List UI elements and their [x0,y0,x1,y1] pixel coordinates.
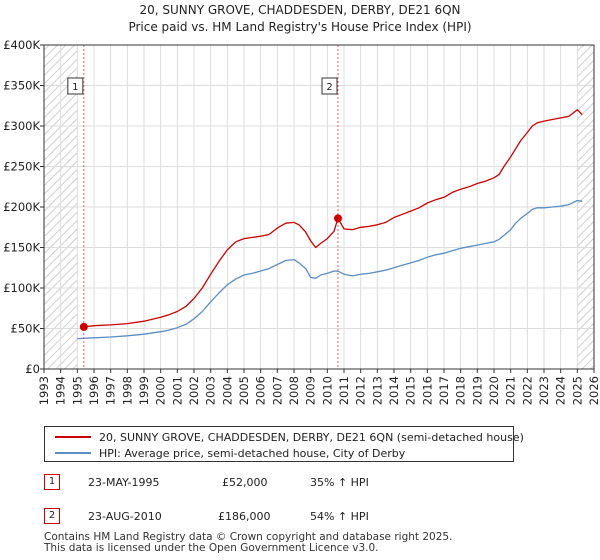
x-tick-label: 2012 [354,376,368,405]
x-tick-label: 2006 [254,376,268,405]
sale-label-box [321,77,338,95]
x-tick-label: 2003 [204,376,218,405]
x-tick-label: 2004 [220,376,234,405]
y-tick-label: £150K [3,241,40,255]
legend-swatch-property [55,436,91,438]
y-tick-label: £400K [3,38,40,52]
transaction-hpi-change: 35% ↑ HPI [310,476,369,489]
footer-line-1: Contains HM Land Registry data © Crown c… [44,531,453,543]
x-tick-label: 1994 [54,376,68,405]
x-tick-label: 2016 [420,376,434,405]
footer: Contains HM Land Registry data © Crown c… [44,532,452,554]
x-tick-label: 2023 [537,376,551,405]
x-tick-label: 2026 [587,376,600,405]
x-tick-label: 2024 [554,376,568,405]
transaction-date: 23-MAY-1995 [88,476,160,489]
x-tick-label: 1996 [87,376,101,405]
transaction-price: £186,000 [218,510,271,523]
sale-point [334,214,342,223]
x-tick-label: 1993 [37,376,51,405]
x-tick-label: 2005 [237,376,251,405]
x-tick-label: 2000 [154,376,168,405]
series [77,109,583,340]
footer-line-2: This data is licensed under the Open Gov… [44,542,379,554]
sale-label: 1 [72,82,78,93]
y-tick-label: £50K [11,322,41,336]
x-tick-label: 2017 [437,376,451,405]
x-tick-label: 1999 [137,376,151,405]
legend-label-property: 20, SUNNY GROVE, CHADDESDEN, DERBY, DE21… [99,430,524,444]
x-tick-label: 2014 [387,376,401,405]
x-tick-label: 2021 [504,376,518,405]
hpi-line [77,199,583,340]
sale-point [79,322,88,331]
x-tick-label: 1997 [104,376,118,405]
legend-item-property: 20, SUNNY GROVE, CHADDESDEN, DERBY, DE21… [55,429,524,445]
y-tick-label: £250K [3,160,40,174]
x-tick-label: 2018 [454,376,468,405]
x-tick-label: 2009 [304,376,318,405]
x-tick-label: 2015 [404,376,418,405]
chart: 20, SUNNY GROVE, CHADDESDEN, DERBY, DE21… [3,3,600,405]
legend-swatch-hpi [55,452,91,454]
transaction-badge: 1 [44,474,60,490]
x-tick-label: 2011 [337,376,351,405]
x-tick-label: 2001 [170,376,184,405]
y-axis: £0 £50K £100K £150K £200K £250K £300K £350K £400… [3,38,44,376]
transaction-date: 23-AUG-2010 [88,510,162,523]
x-tick-label: 2013 [370,376,384,405]
x-tick-label: 2008 [287,376,301,405]
x-tick-label: 2002 [187,376,201,405]
grid [43,44,595,370]
legend: 20, SUNNY GROVE, CHADDESDEN, DERBY, DE21… [44,426,524,462]
transaction-badge: 2 [44,508,60,524]
property-price-line [83,109,583,328]
y-tick-label: £100K [3,281,40,295]
table-row: 1 23-MAY-1995 £52,000 35% ↑ HPI [44,474,514,494]
chart-title: 20, SUNNY GROVE, CHADDESDEN, DERBY, DE21… [139,3,460,17]
sale-label-box [67,77,84,95]
sale-label: 2 [326,82,332,93]
y-tick-label: £200K [3,200,40,214]
plot-border [43,44,595,370]
legend-item-hpi: HPI: Average price, semi-detached house,… [55,445,405,461]
transaction-price: £52,000 [222,476,268,489]
legend-label-hpi: HPI: Average price, semi-detached house,… [99,446,406,460]
x-tick-label: 2010 [320,376,334,405]
x-tick-label: 2007 [270,376,284,405]
y-tick-label: £300K [3,119,40,133]
x-tick-label: 1998 [120,376,134,405]
chart-subtitle: Price paid vs. HM Land Registry's House … [128,20,471,34]
y-tick-label: £350K [3,79,40,93]
table-row: 2 23-AUG-2010 £186,000 54% ↑ HPI [44,508,514,528]
transaction-hpi-change: 54% ↑ HPI [310,510,369,523]
y-tick-label: £0 [25,362,40,376]
x-axis: 1993 1994 1995 1996 1997 1998 1999 2000 2001 2002… [37,369,600,405]
x-tick-label: 1995 [70,376,84,405]
x-tick-label: 2020 [487,376,501,405]
x-tick-label: 2022 [520,376,534,405]
x-tick-label: 2025 [570,376,584,405]
x-tick-label: 2019 [470,376,484,405]
